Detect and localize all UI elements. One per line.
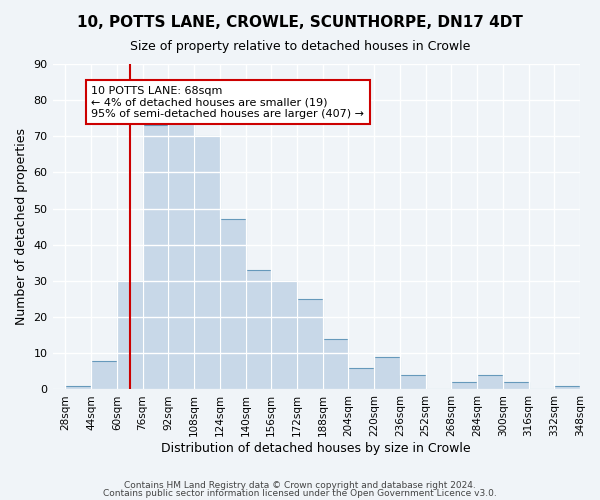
Y-axis label: Number of detached properties: Number of detached properties (15, 128, 28, 325)
Bar (374, 357, 400, 390)
Bar (554, 386, 580, 390)
Bar (503, 382, 529, 390)
Bar (245, 270, 271, 390)
Bar (323, 339, 349, 390)
Bar (117, 281, 143, 390)
Bar (91, 360, 117, 390)
Bar (169, 118, 194, 390)
Bar (143, 126, 169, 390)
Bar (400, 375, 425, 390)
Text: Contains public sector information licensed under the Open Government Licence v3: Contains public sector information licen… (103, 488, 497, 498)
Bar (194, 136, 220, 390)
Text: 10, POTTS LANE, CROWLE, SCUNTHORPE, DN17 4DT: 10, POTTS LANE, CROWLE, SCUNTHORPE, DN17… (77, 15, 523, 30)
Bar (451, 382, 477, 390)
Bar (220, 220, 245, 390)
Bar (65, 386, 91, 390)
X-axis label: Distribution of detached houses by size in Crowle: Distribution of detached houses by size … (161, 442, 471, 455)
Text: Contains HM Land Registry data © Crown copyright and database right 2024.: Contains HM Land Registry data © Crown c… (124, 481, 476, 490)
Bar (477, 375, 503, 390)
Bar (349, 368, 374, 390)
Text: Size of property relative to detached houses in Crowle: Size of property relative to detached ho… (130, 40, 470, 53)
Bar (271, 281, 297, 390)
Bar (297, 299, 323, 390)
Text: 10 POTTS LANE: 68sqm
← 4% of detached houses are smaller (19)
95% of semi-detach: 10 POTTS LANE: 68sqm ← 4% of detached ho… (91, 86, 364, 119)
